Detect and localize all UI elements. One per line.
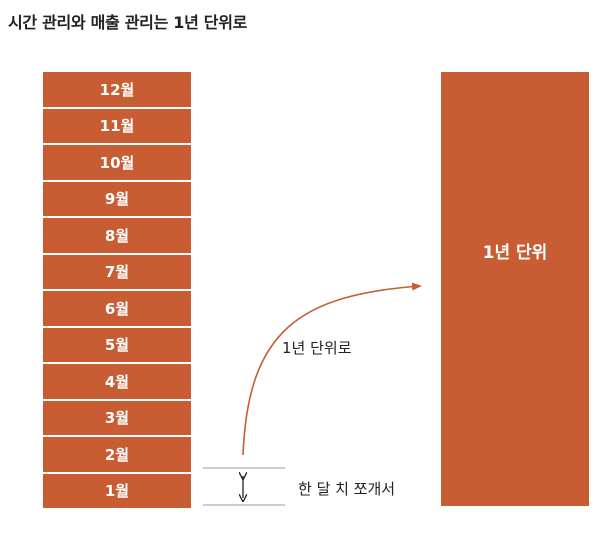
month-cell: 11월 [43, 108, 191, 143]
split-label: 한 달 치 쪼개서 [298, 480, 396, 498]
month-cell: 9월 [43, 181, 191, 216]
page-title: 시간 관리와 매출 관리는 1년 단위로 [8, 13, 248, 32]
year-block-label: 1년 단위 [482, 242, 548, 263]
month-cell: 5월 [43, 327, 191, 362]
month-cell: 10월 [43, 145, 191, 180]
month-cell: 1월 [43, 473, 191, 508]
year-block: 1년 단위 [441, 72, 589, 506]
month-cell: 4월 [43, 364, 191, 399]
month-cell: 12월 [43, 72, 191, 107]
month-cell: 8월 [43, 218, 191, 253]
month-cell: 2월 [43, 437, 191, 472]
month-stack: 12월 11월 10월 9월 8월 7월 6월 5월 4월 3월 2월 1월 [43, 72, 191, 510]
month-cell: 7월 [43, 254, 191, 289]
curved-arrow-icon [242, 282, 422, 456]
month-cell: 3월 [43, 400, 191, 435]
month-cell: 6월 [43, 291, 191, 326]
arc-label: 1년 단위로 [282, 339, 352, 357]
